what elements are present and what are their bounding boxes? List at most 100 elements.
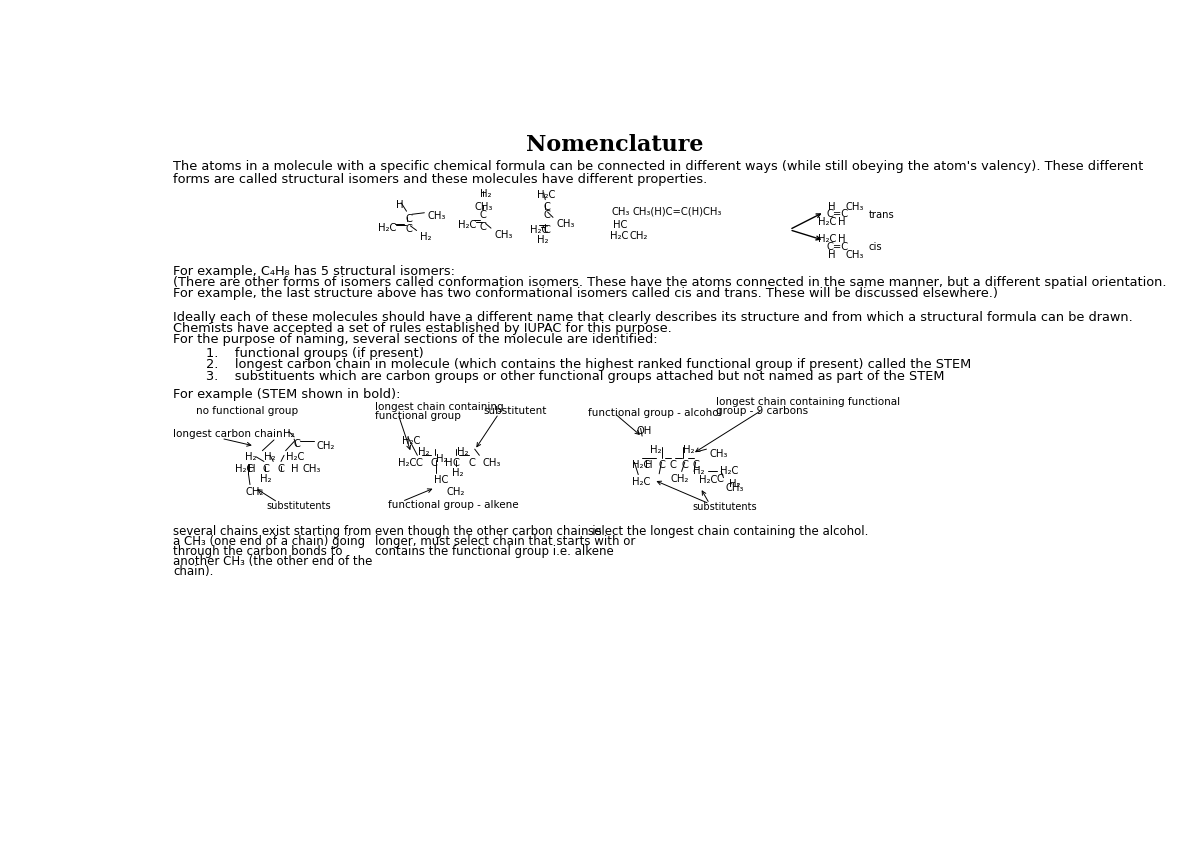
- Text: H₂: H₂: [420, 232, 431, 242]
- Text: H₂C: H₂C: [610, 231, 628, 241]
- Text: C: C: [544, 225, 551, 235]
- Text: C: C: [480, 210, 487, 220]
- Text: another CH₃ (the other end of the: another CH₃ (the other end of the: [173, 555, 373, 569]
- Text: CH₃: CH₃: [494, 230, 512, 239]
- Text: CH₂: CH₂: [446, 486, 464, 497]
- Text: CH₃: CH₃: [611, 206, 630, 216]
- Text: 3.    substituents which are carbon groups or other functional groups attached b: 3. substituents which are carbon groups …: [206, 370, 944, 383]
- Text: CH₂: CH₂: [630, 231, 648, 241]
- Text: 2.    longest carbon chain in molecule (which contains the highest ranked functi: 2. longest carbon chain in molecule (whi…: [206, 358, 971, 371]
- Text: H₂: H₂: [245, 453, 257, 462]
- Text: H₂: H₂: [683, 445, 695, 455]
- Text: CH₃: CH₃: [726, 483, 744, 493]
- Text: contains the functional group i.e. alkene: contains the functional group i.e. alken…: [374, 545, 613, 559]
- Text: substitutents: substitutents: [692, 503, 757, 512]
- Text: The atoms in a molecule with a specific chemical formula can be connected in dif: The atoms in a molecule with a specific …: [173, 160, 1144, 172]
- Text: For the purpose of naming, several sections of the molecule are identified:: For the purpose of naming, several secti…: [173, 333, 658, 346]
- Text: longest carbon chain: longest carbon chain: [173, 429, 283, 439]
- Text: H: H: [292, 464, 299, 474]
- Text: H₂C: H₂C: [720, 466, 738, 476]
- Text: H₂C: H₂C: [529, 225, 548, 235]
- Text: H₂C: H₂C: [235, 464, 253, 474]
- Text: H₂C: H₂C: [398, 458, 416, 468]
- Text: CH₃: CH₃: [845, 202, 864, 212]
- Text: H₂: H₂: [283, 429, 294, 439]
- Text: H₂C: H₂C: [632, 477, 650, 486]
- Text: CH₃: CH₃: [474, 202, 492, 212]
- Text: longest chain containing functional: longest chain containing functional: [715, 396, 900, 407]
- Text: OH: OH: [637, 426, 652, 436]
- Text: substitutents: substitutents: [266, 501, 331, 511]
- Text: chain).: chain).: [173, 565, 214, 578]
- Text: select the longest chain containing the alcohol.: select the longest chain containing the …: [588, 526, 869, 538]
- Text: H₂: H₂: [480, 188, 491, 199]
- Text: H₂: H₂: [456, 447, 468, 457]
- Text: H₂C: H₂C: [698, 475, 718, 486]
- Text: C: C: [468, 458, 475, 468]
- Text: C: C: [406, 223, 413, 233]
- Text: C: C: [406, 214, 413, 223]
- Text: several chains exist starting from: several chains exist starting from: [173, 526, 372, 538]
- Text: H₂C: H₂C: [378, 222, 396, 233]
- Text: H₂: H₂: [259, 474, 271, 484]
- Text: C: C: [716, 474, 724, 484]
- Text: C: C: [692, 460, 700, 470]
- Text: C=C: C=C: [827, 242, 848, 252]
- Text: Nomenclature: Nomenclature: [527, 134, 703, 156]
- Text: H₂: H₂: [418, 447, 430, 457]
- Text: H₂: H₂: [538, 235, 550, 245]
- Text: H₂C: H₂C: [818, 217, 836, 228]
- Text: HC: HC: [434, 475, 449, 485]
- Text: (There are other forms of isomers called conformation isomers. These have the at: (There are other forms of isomers called…: [173, 276, 1166, 289]
- Text: C: C: [293, 439, 300, 449]
- Text: CH₃: CH₃: [556, 219, 575, 229]
- Text: For example (STEM shown in bold):: For example (STEM shown in bold):: [173, 388, 401, 402]
- Text: CH₃: CH₃: [427, 211, 446, 222]
- Text: CH₂: CH₂: [317, 441, 335, 452]
- Text: HC: HC: [613, 220, 628, 230]
- Text: CH₃: CH₃: [709, 449, 728, 459]
- Text: cis: cis: [869, 242, 882, 252]
- Text: CH₂: CH₂: [671, 474, 689, 484]
- Text: C: C: [415, 458, 422, 468]
- Text: even though the other carbon chain is: even though the other carbon chain is: [374, 526, 601, 538]
- Text: H: H: [445, 458, 452, 468]
- Text: C: C: [277, 464, 284, 474]
- Text: CH₃: CH₃: [482, 458, 500, 468]
- Text: H: H: [646, 460, 653, 470]
- Text: CH₃(H)C=C(H)CH₃: CH₃(H)C=C(H)CH₃: [632, 206, 722, 216]
- Text: H: H: [839, 234, 846, 245]
- Text: H₂: H₂: [452, 469, 463, 478]
- Text: C: C: [262, 464, 269, 474]
- Text: CH₃: CH₃: [302, 464, 322, 474]
- Text: trans: trans: [869, 211, 894, 221]
- Text: H: H: [839, 217, 846, 228]
- Text: H₂C: H₂C: [402, 436, 420, 446]
- Text: H₂C: H₂C: [538, 190, 556, 200]
- Text: H₂C: H₂C: [458, 221, 476, 230]
- Text: H₂: H₂: [437, 453, 448, 464]
- Text: H: H: [396, 200, 403, 210]
- Text: longest chain containing: longest chain containing: [374, 402, 503, 412]
- Text: H₂C: H₂C: [632, 460, 650, 470]
- Text: functional group - alkene: functional group - alkene: [388, 500, 518, 510]
- Text: H₂: H₂: [264, 453, 276, 462]
- Text: 1.    functional groups (if present): 1. functional groups (if present): [206, 346, 424, 360]
- Text: H: H: [828, 202, 835, 212]
- Text: Chemists have accepted a set of rules established by IUPAC for this purpose.: Chemists have accepted a set of rules es…: [173, 322, 672, 335]
- Text: H₂: H₂: [692, 466, 704, 476]
- Text: H: H: [247, 464, 256, 474]
- Text: group - 9 carbons: group - 9 carbons: [715, 406, 808, 416]
- Text: H₂C: H₂C: [286, 453, 304, 462]
- Text: C: C: [431, 458, 438, 468]
- Text: H₂: H₂: [730, 479, 740, 489]
- Text: C: C: [682, 460, 688, 470]
- Text: For example, C₄H₈ has 5 structural isomers:: For example, C₄H₈ has 5 structural isome…: [173, 265, 455, 278]
- Text: forms are called structural isomers and these molecules have different propertie: forms are called structural isomers and …: [173, 172, 708, 186]
- Text: C: C: [544, 210, 551, 220]
- Text: CH₃: CH₃: [845, 250, 864, 261]
- Text: H: H: [828, 250, 835, 261]
- Text: through the carbon bonds to: through the carbon bonds to: [173, 545, 343, 559]
- Text: CH₂: CH₂: [245, 486, 264, 497]
- Text: C: C: [658, 460, 665, 470]
